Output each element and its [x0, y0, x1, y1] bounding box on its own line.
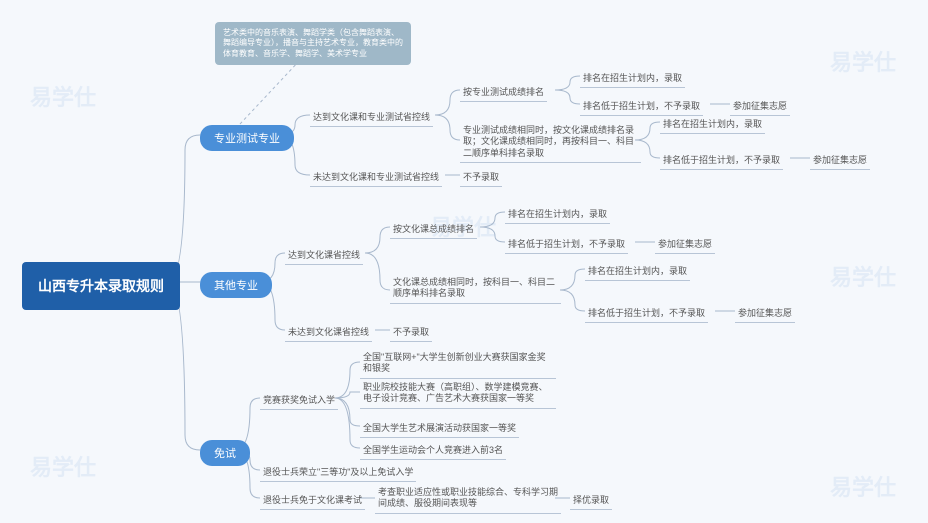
leaf: 按文化课总成绩排名: [390, 220, 477, 239]
watermark: 易学仕: [830, 470, 896, 502]
leaf: 排名低于招生计划，不予录取: [660, 151, 783, 170]
leaf: 按专业测试成绩排名: [460, 83, 547, 102]
leaf: 文化课总成绩相同时，按科目一、科目二顺序单科排名录取: [390, 275, 561, 304]
watermark: 易学仕: [30, 80, 96, 112]
leaf: 择优录取: [570, 491, 612, 510]
watermark: 易学仕: [830, 45, 896, 77]
leaf: 职业院校技能大赛（高职组）、数学建模竞赛、电子设计竞赛、广告艺术大赛获国家一等奖: [360, 380, 556, 409]
leaf: 达到文化课省控线: [285, 246, 363, 265]
leaf: 全国学生运动会个人竞赛进入前3名: [360, 441, 506, 460]
leaf: 退役士兵荣立"三等功"及以上免试入学: [260, 463, 416, 482]
leaf: 未达到文化课省控线: [285, 323, 372, 342]
leaf: 排名低于招生计划，不予录取: [585, 304, 708, 323]
leaf: 达到文化课和专业测试省控线: [310, 108, 433, 127]
root-node: 山西专升本录取规则: [22, 262, 180, 310]
leaf: 未达到文化课和专业测试省控线: [310, 168, 442, 187]
leaf: 全国"互联网+"大学生创新创业大赛获国家金奖和银奖: [360, 350, 556, 379]
leaf: 排名低于招生计划，不予录取: [505, 235, 628, 254]
leaf: 考查职业适应性或职业技能综合、专科学习期间成绩、服役期间表现等: [375, 485, 561, 514]
branch-pro-test: 专业测试专业: [200, 125, 294, 151]
leaf: 排名低于招生计划，不予录取: [580, 97, 703, 116]
watermark: 易学仕: [830, 260, 896, 292]
leaf: 退役士兵免于文化课考试: [260, 491, 365, 510]
note-box: 艺术类中的音乐表演、舞蹈学类（包含舞蹈表演、舞蹈编导专业），播音与主持艺术专业，…: [215, 22, 411, 65]
leaf: 参加征集志愿: [655, 235, 715, 254]
leaf: 排名在招生计划内，录取: [585, 262, 690, 281]
branch-exempt: 免试: [200, 440, 250, 466]
watermark: 易学仕: [30, 450, 96, 482]
leaf: 排名在招生计划内，录取: [505, 205, 610, 224]
leaf: 参加征集志愿: [735, 304, 795, 323]
leaf: 不予录取: [390, 323, 432, 342]
leaf: 排名在招生计划内，录取: [580, 69, 685, 88]
leaf: 参加征集志愿: [810, 151, 870, 170]
leaf: 参加征集志愿: [730, 97, 790, 116]
leaf: 不予录取: [460, 168, 502, 187]
leaf: 排名在招生计划内，录取: [660, 115, 765, 134]
leaf: 全国大学生艺术展演活动获国家一等奖: [360, 419, 519, 438]
branch-other: 其他专业: [200, 272, 272, 298]
leaf: 竞赛获奖免试入学: [260, 391, 338, 410]
leaf: 专业测试成绩相同时，按文化课成绩排名录取；文化课成绩相同时，再按科目一、科目二顺…: [460, 123, 641, 163]
